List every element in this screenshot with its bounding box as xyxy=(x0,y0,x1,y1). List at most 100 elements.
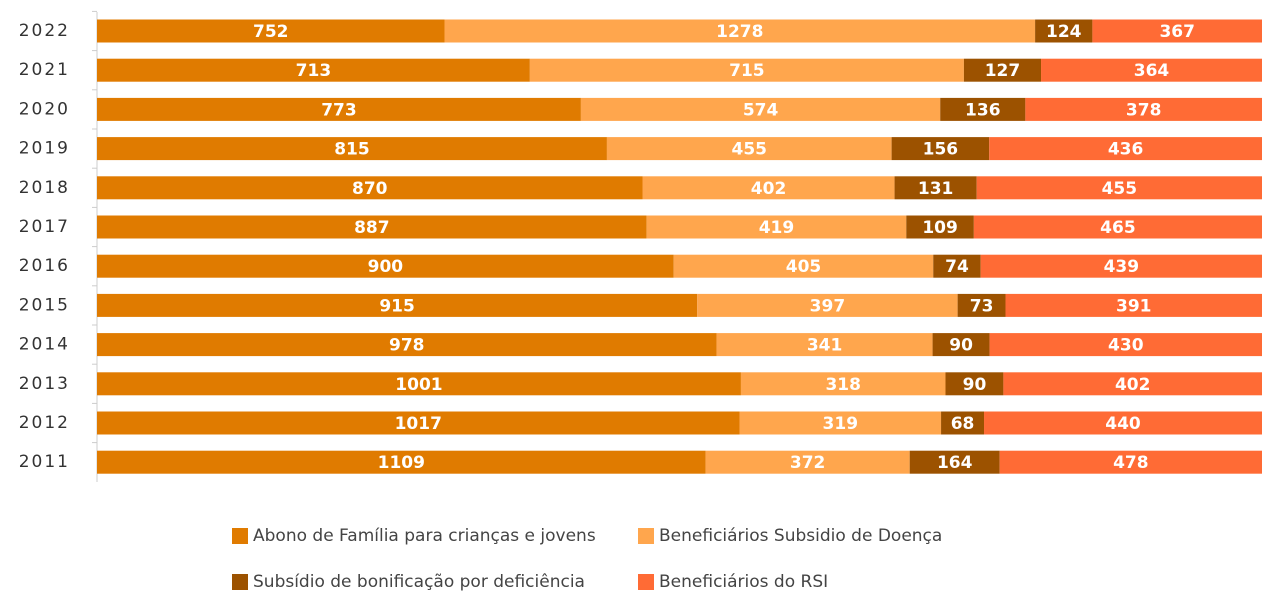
value-label: 319 xyxy=(823,414,859,434)
bar-segment xyxy=(673,254,934,278)
bar-segment xyxy=(945,372,1004,396)
value-label: 465 xyxy=(1100,218,1136,238)
bar-segment xyxy=(1035,19,1093,43)
bar-segment xyxy=(97,293,698,317)
bar-segment xyxy=(1041,58,1262,82)
bar-segment xyxy=(1025,97,1262,121)
legend-swatch xyxy=(232,574,248,590)
value-label: 430 xyxy=(1108,336,1144,356)
value-label: 402 xyxy=(751,179,787,199)
legend-label: Beneficiários Subsidio de Doença xyxy=(659,526,942,546)
bar-segment xyxy=(97,411,740,435)
value-label: 90 xyxy=(949,336,973,356)
value-label: 372 xyxy=(790,453,826,473)
bar-segment xyxy=(697,293,958,317)
bar-segment xyxy=(999,450,1262,474)
y-tick-label: 2014 xyxy=(19,335,70,355)
value-label: 124 xyxy=(1046,22,1082,42)
y-tick-label: 2016 xyxy=(19,256,70,276)
value-label: 887 xyxy=(354,218,390,238)
value-label: 364 xyxy=(1134,61,1170,81)
bar-segment xyxy=(97,215,647,239)
bar-segment xyxy=(580,97,941,121)
y-tick-label: 2017 xyxy=(19,217,70,237)
bar-segment xyxy=(739,411,942,435)
value-label: 815 xyxy=(334,140,370,160)
value-label: 900 xyxy=(368,257,404,277)
value-label: 455 xyxy=(1102,179,1138,199)
bar-segment xyxy=(705,450,910,474)
value-label: 397 xyxy=(810,296,846,316)
y-tick-label: 2015 xyxy=(19,295,70,315)
y-tick-label: 2021 xyxy=(19,60,70,80)
bar-segment xyxy=(529,58,964,82)
y-tick-label: 2011 xyxy=(19,452,70,472)
value-label: 439 xyxy=(1104,257,1140,277)
value-label: 1017 xyxy=(395,414,442,434)
value-label: 870 xyxy=(352,179,388,199)
y-tick-label: 2020 xyxy=(19,99,70,119)
y-tick-label: 2022 xyxy=(19,21,70,41)
bar-segment xyxy=(1005,293,1262,317)
value-label: 574 xyxy=(743,100,779,120)
value-label: 715 xyxy=(729,61,765,81)
y-tick-label: 2013 xyxy=(19,374,70,394)
legend-label: Abono de Família para crianças e jovens xyxy=(253,526,596,546)
value-label: 127 xyxy=(985,61,1021,81)
bar-segment xyxy=(97,372,741,396)
value-label: 68 xyxy=(951,414,975,434)
value-label: 405 xyxy=(786,257,822,277)
bar-segment xyxy=(606,137,892,161)
bar-segment xyxy=(97,137,607,161)
value-label: 455 xyxy=(732,140,768,160)
value-label: 773 xyxy=(321,100,357,120)
value-label: 402 xyxy=(1115,375,1151,395)
bar-segment xyxy=(97,333,717,357)
bar-segment xyxy=(97,58,530,82)
value-label: 1109 xyxy=(378,453,425,473)
value-label: 367 xyxy=(1159,22,1195,42)
bar-segment xyxy=(980,254,1262,278)
y-tick-label: 2019 xyxy=(19,139,70,159)
value-label: 478 xyxy=(1113,453,1149,473)
bar-segment xyxy=(646,215,907,239)
value-label: 378 xyxy=(1126,100,1162,120)
legend-swatch xyxy=(638,528,654,544)
value-label: 440 xyxy=(1105,414,1141,434)
bar-segment xyxy=(941,411,985,435)
value-label: 978 xyxy=(389,336,425,356)
y-tick-label: 2012 xyxy=(19,413,70,433)
legend-label: Beneficiários do RSI xyxy=(659,572,828,592)
bar-segment xyxy=(891,137,990,161)
value-label: 109 xyxy=(922,218,958,238)
value-label: 318 xyxy=(825,375,861,395)
value-label: 915 xyxy=(379,296,415,316)
value-label: 131 xyxy=(918,179,954,199)
bar-segment xyxy=(894,176,977,200)
bar-segment xyxy=(97,176,643,200)
bar-segment xyxy=(1092,19,1262,43)
bar-segment xyxy=(963,58,1042,82)
value-label: 74 xyxy=(945,257,969,277)
bar-segment xyxy=(940,97,1026,121)
bar-segment xyxy=(976,176,1262,200)
value-label: 136 xyxy=(965,100,1001,120)
y-tick-label: 2018 xyxy=(19,178,70,198)
bar-segment xyxy=(1003,372,1262,396)
bar-segment xyxy=(989,333,1262,357)
bar-segment xyxy=(97,254,674,278)
bar-segment xyxy=(642,176,895,200)
legend-swatch xyxy=(638,574,654,590)
bar-segment xyxy=(933,254,981,278)
legend-label: Subsídio de bonificação por deficiência xyxy=(253,572,585,592)
value-label: 419 xyxy=(759,218,795,238)
bar-segment xyxy=(97,450,706,474)
bar-segment xyxy=(716,333,933,357)
value-label: 436 xyxy=(1108,140,1144,160)
bar-segment xyxy=(957,293,1006,317)
bar-segment xyxy=(444,19,1036,43)
value-label: 341 xyxy=(807,336,843,356)
bar-segment xyxy=(973,215,1262,239)
value-label: 1001 xyxy=(395,375,442,395)
